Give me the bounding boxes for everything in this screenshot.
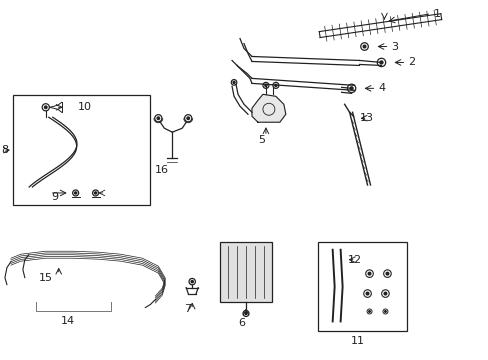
Circle shape <box>367 272 370 275</box>
Circle shape <box>75 192 77 194</box>
Circle shape <box>363 45 365 48</box>
Circle shape <box>191 280 193 283</box>
Circle shape <box>384 292 386 295</box>
Circle shape <box>274 84 276 86</box>
Text: 4: 4 <box>378 84 385 93</box>
Bar <box>13 95 150 205</box>
Text: 8: 8 <box>1 145 8 155</box>
Text: 3: 3 <box>390 41 398 51</box>
Polygon shape <box>251 94 285 122</box>
Circle shape <box>349 87 352 90</box>
Circle shape <box>384 311 386 312</box>
Bar <box>220 242 271 302</box>
Text: 14: 14 <box>61 316 75 327</box>
Text: 15: 15 <box>39 273 53 283</box>
Text: 10: 10 <box>78 102 91 112</box>
Text: 11: 11 <box>350 336 364 346</box>
Circle shape <box>157 117 159 120</box>
Circle shape <box>44 106 47 108</box>
Text: 9: 9 <box>51 192 58 202</box>
Text: 7: 7 <box>183 305 190 315</box>
Circle shape <box>186 117 189 120</box>
Text: 5: 5 <box>258 135 265 145</box>
Bar <box>317 242 407 332</box>
Text: 1: 1 <box>433 9 440 19</box>
Circle shape <box>386 272 388 275</box>
Circle shape <box>379 61 382 64</box>
Text: 12: 12 <box>347 255 361 265</box>
Circle shape <box>94 192 97 194</box>
Text: 2: 2 <box>407 58 415 67</box>
Circle shape <box>264 84 266 86</box>
Circle shape <box>366 292 368 295</box>
Text: 16: 16 <box>155 165 169 175</box>
Circle shape <box>368 311 369 312</box>
Text: 6: 6 <box>238 319 245 328</box>
Circle shape <box>244 312 246 315</box>
Text: 13: 13 <box>359 113 373 123</box>
Circle shape <box>233 81 235 84</box>
